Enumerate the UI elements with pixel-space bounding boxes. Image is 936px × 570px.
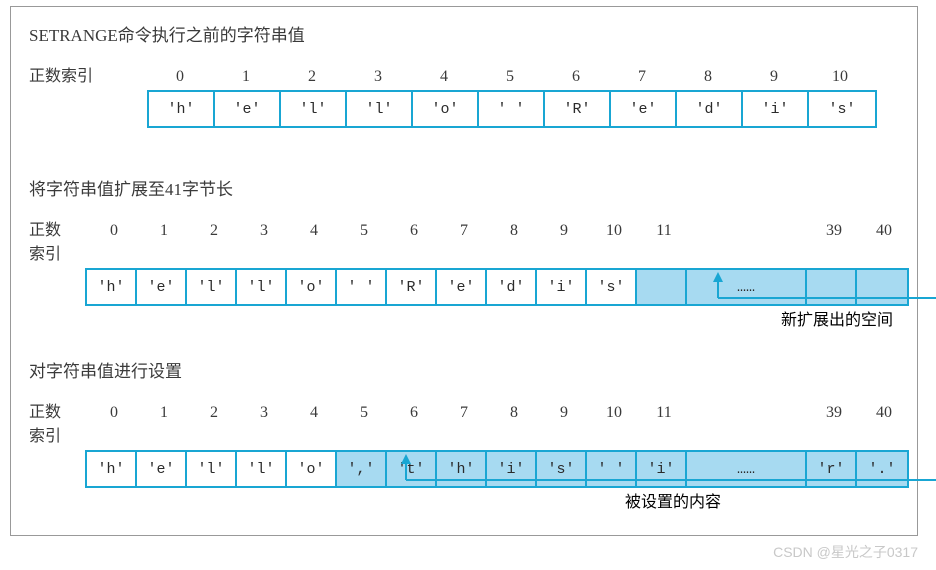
section3-index-row: 正数索引 01234567891011 3940 xyxy=(29,398,909,446)
array-cell: 's' xyxy=(809,92,875,126)
array-cell: 'd' xyxy=(677,92,743,126)
index-label: 正数索引 xyxy=(29,62,99,86)
section2-index-row: 正数索引 01234567891011 3940 xyxy=(29,216,909,264)
index-value: 2 xyxy=(189,222,239,240)
section1-title: SETRANGE命令执行之前的字符串值 xyxy=(29,21,909,46)
index-value xyxy=(689,222,809,240)
array-cell: 'l' xyxy=(281,92,347,126)
array-cell: ' ' xyxy=(479,92,545,126)
index-value: 11 xyxy=(639,404,689,422)
index-value: 4 xyxy=(289,222,339,240)
index-value: 6 xyxy=(389,222,439,240)
index-value: 0 xyxy=(89,404,139,422)
index-value: 7 xyxy=(439,222,489,240)
index-label: 正数索引 xyxy=(29,216,76,264)
index-value xyxy=(689,404,809,422)
index-value: 5 xyxy=(339,222,389,240)
diagram-frame: SETRANGE命令执行之前的字符串值 正数索引 012345678910 'h… xyxy=(10,6,918,536)
section-before: SETRANGE命令执行之前的字符串值 正数索引 012345678910 'h… xyxy=(29,21,909,128)
section-expanded: 将字符串值扩展至41字节长 正数索引 012345678910113940 'h… xyxy=(29,175,909,306)
index-value: 8 xyxy=(489,404,539,422)
section1-index-row: 正数索引 012345678910 xyxy=(29,62,909,86)
index-value: 2 xyxy=(279,68,345,86)
index-value: 39 xyxy=(809,404,859,422)
section3-annotation: 被设置的内容 xyxy=(625,488,721,512)
index-value: 3 xyxy=(239,222,289,240)
index-value: 0 xyxy=(147,68,213,86)
index-value: 7 xyxy=(439,404,489,422)
index-value: 1 xyxy=(213,68,279,86)
array-cell: 'h' xyxy=(149,92,215,126)
watermark: CSDN @星光之子0317 xyxy=(773,542,918,562)
array-cell: 'o' xyxy=(413,92,479,126)
index-value: 3 xyxy=(239,404,289,422)
index-value: 4 xyxy=(411,68,477,86)
section3-title: 对字符串值进行设置 xyxy=(29,357,909,382)
index-value: 40 xyxy=(859,222,909,240)
section1-cells-row: 'h''e''l''l''o'' ''R''e''d''i''s' xyxy=(29,90,909,128)
array-cell: 'R' xyxy=(545,92,611,126)
index-label: 正数索引 xyxy=(29,398,76,446)
index-value: 5 xyxy=(339,404,389,422)
section-set: 对字符串值进行设置 正数索引 012345678910113940 'h''e'… xyxy=(29,357,909,488)
index-value: 8 xyxy=(675,68,741,86)
index-value: 6 xyxy=(389,404,439,422)
annotation-bracket-icon xyxy=(29,450,929,510)
index-value: 0 xyxy=(89,222,139,240)
array-cell: 'i' xyxy=(743,92,809,126)
section1-cells: 'h''e''l''l''o'' ''R''e''d''i''s' xyxy=(147,90,877,128)
section2-annotation: 新扩展出的空间 xyxy=(781,306,893,330)
index-value: 3 xyxy=(345,68,411,86)
index-value: 7 xyxy=(609,68,675,86)
index-value: 9 xyxy=(539,404,589,422)
index-value: 1 xyxy=(139,404,189,422)
index-value: 11 xyxy=(639,222,689,240)
index-value: 1 xyxy=(139,222,189,240)
index-value: 5 xyxy=(477,68,543,86)
index-value: 6 xyxy=(543,68,609,86)
index-value: 4 xyxy=(289,404,339,422)
index-value: 9 xyxy=(741,68,807,86)
section2-title: 将字符串值扩展至41字节长 xyxy=(29,175,909,200)
index-value: 10 xyxy=(589,222,639,240)
index-value: 8 xyxy=(489,222,539,240)
index-value: 10 xyxy=(807,68,873,86)
index-value: 2 xyxy=(189,404,239,422)
index-value: 9 xyxy=(539,222,589,240)
array-cell: 'e' xyxy=(611,92,677,126)
index-value: 10 xyxy=(589,404,639,422)
index-value: 40 xyxy=(859,404,909,422)
array-cell: 'e' xyxy=(215,92,281,126)
array-cell: 'l' xyxy=(347,92,413,126)
index-value: 39 xyxy=(809,222,859,240)
